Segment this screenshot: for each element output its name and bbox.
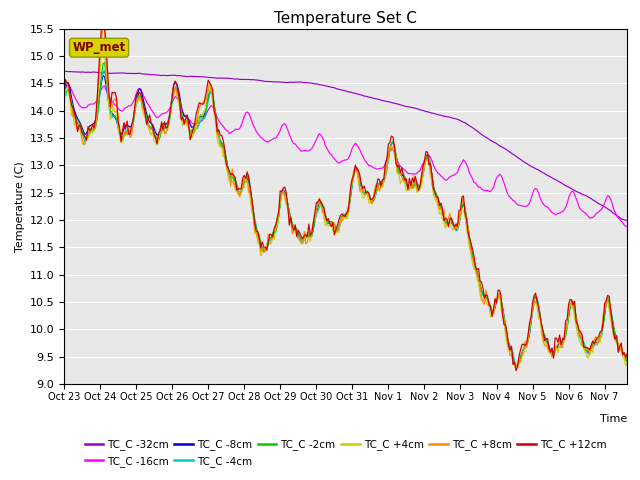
TC_C -4cm bbox=[623, 358, 631, 363]
TC_C -16cm bbox=[60, 83, 68, 88]
TC_C +8cm bbox=[623, 354, 631, 360]
TC_C +12cm bbox=[60, 93, 68, 98]
TC_C +8cm bbox=[514, 365, 522, 371]
TC_C -4cm bbox=[100, 68, 108, 73]
TC_C -2cm bbox=[623, 359, 631, 364]
TC_C -32cm bbox=[186, 73, 194, 79]
TC_C +4cm bbox=[581, 349, 589, 355]
TC_C +8cm bbox=[99, 20, 107, 26]
TC_C -2cm bbox=[581, 343, 589, 348]
TC_C +4cm bbox=[425, 161, 433, 167]
Line: TC_C -32cm: TC_C -32cm bbox=[64, 72, 627, 221]
TC_C -16cm bbox=[616, 216, 623, 222]
TC_C -8cm bbox=[60, 85, 68, 91]
TC_C -16cm bbox=[580, 209, 588, 215]
Line: TC_C -16cm: TC_C -16cm bbox=[64, 84, 627, 227]
TC_C +8cm bbox=[618, 342, 625, 348]
Legend: TC_C -32cm, TC_C -16cm, TC_C -8cm, TC_C -4cm, TC_C -2cm, TC_C +4cm, TC_C +8cm, T: TC_C -32cm, TC_C -16cm, TC_C -8cm, TC_C … bbox=[81, 435, 611, 471]
TC_C +12cm bbox=[512, 368, 520, 373]
TC_C -2cm bbox=[618, 348, 625, 353]
TC_C +4cm bbox=[374, 186, 381, 192]
TC_C -4cm bbox=[512, 365, 520, 371]
TC_C -2cm bbox=[188, 129, 195, 135]
TC_C -4cm bbox=[60, 93, 68, 99]
TC_C -32cm bbox=[579, 192, 586, 197]
TC_C -32cm bbox=[284, 80, 292, 85]
TC_C -16cm bbox=[425, 152, 433, 158]
TC_C -8cm bbox=[581, 345, 589, 351]
TC_C -2cm bbox=[285, 208, 293, 214]
TC_C -4cm bbox=[425, 157, 433, 163]
TC_C -4cm bbox=[581, 345, 589, 350]
TC_C +8cm bbox=[285, 216, 293, 222]
TC_C +4cm bbox=[188, 135, 195, 141]
TC_C +12cm bbox=[425, 162, 433, 168]
Y-axis label: Temperature (C): Temperature (C) bbox=[15, 161, 26, 252]
TC_C -32cm bbox=[424, 109, 431, 115]
TC_C -8cm bbox=[99, 72, 107, 78]
TC_C -16cm bbox=[374, 166, 381, 172]
TC_C -32cm bbox=[372, 96, 380, 102]
Line: TC_C -2cm: TC_C -2cm bbox=[64, 63, 627, 368]
TC_C -8cm bbox=[512, 364, 520, 370]
TC_C +12cm bbox=[581, 345, 589, 350]
TC_C +8cm bbox=[425, 155, 433, 161]
TC_C -2cm bbox=[100, 60, 108, 66]
TC_C +12cm bbox=[374, 176, 381, 181]
TC_C -16cm bbox=[188, 120, 195, 126]
TC_C +8cm bbox=[60, 95, 68, 100]
TC_C -2cm bbox=[512, 365, 520, 371]
Text: Time: Time bbox=[600, 414, 627, 424]
Line: TC_C -4cm: TC_C -4cm bbox=[64, 71, 627, 368]
TC_C -2cm bbox=[374, 183, 381, 189]
TC_C -2cm bbox=[60, 91, 68, 96]
TC_C -8cm bbox=[623, 356, 631, 361]
TC_C -32cm bbox=[614, 214, 622, 219]
TC_C -32cm bbox=[623, 218, 631, 224]
TC_C +8cm bbox=[188, 130, 195, 136]
TC_C -8cm bbox=[285, 209, 293, 215]
TC_C +4cm bbox=[285, 216, 293, 221]
TC_C -4cm bbox=[188, 127, 195, 133]
TC_C -8cm bbox=[188, 124, 195, 130]
Line: TC_C +4cm: TC_C +4cm bbox=[64, 45, 627, 369]
TC_C -4cm bbox=[285, 209, 293, 215]
TC_C -32cm bbox=[60, 69, 68, 74]
TC_C +8cm bbox=[581, 343, 589, 348]
Text: WP_met: WP_met bbox=[72, 41, 125, 54]
TC_C +12cm bbox=[285, 222, 293, 228]
TC_C -4cm bbox=[618, 348, 625, 354]
TC_C -16cm bbox=[623, 224, 631, 229]
TC_C +12cm bbox=[188, 132, 195, 137]
Line: TC_C -8cm: TC_C -8cm bbox=[64, 75, 627, 367]
TC_C +4cm bbox=[60, 97, 68, 103]
TC_C -2cm bbox=[425, 154, 433, 159]
TC_C +4cm bbox=[512, 366, 520, 372]
TC_C -16cm bbox=[285, 131, 293, 137]
TC_C +4cm bbox=[623, 359, 631, 365]
TC_C -16cm bbox=[65, 82, 72, 87]
TC_C -8cm bbox=[618, 347, 625, 352]
TC_C +4cm bbox=[618, 346, 625, 352]
TC_C +8cm bbox=[374, 181, 381, 187]
TC_C +12cm bbox=[99, 16, 107, 22]
TC_C -8cm bbox=[374, 183, 381, 189]
Title: Temperature Set C: Temperature Set C bbox=[274, 11, 417, 26]
TC_C -8cm bbox=[425, 154, 433, 160]
TC_C +12cm bbox=[623, 350, 631, 356]
Line: TC_C +8cm: TC_C +8cm bbox=[64, 23, 627, 368]
Line: TC_C +12cm: TC_C +12cm bbox=[64, 19, 627, 371]
TC_C -4cm bbox=[374, 182, 381, 188]
TC_C +4cm bbox=[98, 42, 106, 48]
TC_C +12cm bbox=[618, 340, 625, 346]
